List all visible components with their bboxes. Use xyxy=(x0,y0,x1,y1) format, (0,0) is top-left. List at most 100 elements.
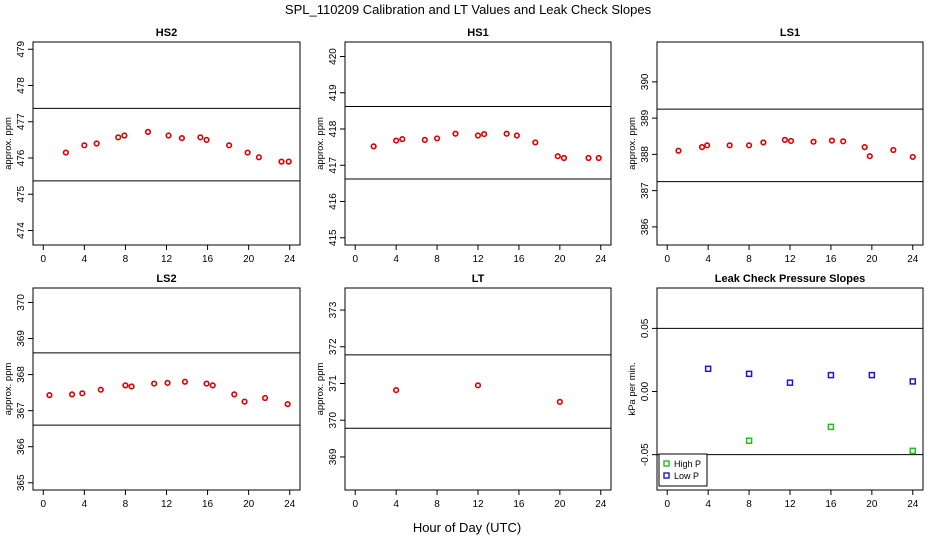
x-tick-label: 24 xyxy=(907,499,919,510)
data-point xyxy=(554,153,561,160)
x-tick-label: 8 xyxy=(434,254,440,265)
y-tick-label: 365 xyxy=(16,474,27,491)
data-point xyxy=(231,391,238,398)
y-tick-label: 369 xyxy=(328,448,339,465)
data-point xyxy=(203,136,210,143)
data-point xyxy=(503,130,510,137)
panel-title: LS2 xyxy=(156,273,176,285)
y-tick-label: 0.00 xyxy=(640,381,651,401)
data-point xyxy=(115,134,122,141)
x-tick-label: 8 xyxy=(746,499,752,510)
x-tick-label: 12 xyxy=(784,499,796,510)
panels: HS2 0 4 8 12 16 20 24 474 475 476 477 478 479 approx. … xyxy=(3,27,924,510)
x-tick-label: 8 xyxy=(434,499,440,510)
data-point xyxy=(513,132,520,139)
data-point xyxy=(144,128,152,135)
x-tick-label: 12 xyxy=(472,254,484,265)
data-point xyxy=(909,153,916,161)
y-tick-label: 369 xyxy=(16,330,27,347)
data-point-low-p xyxy=(745,370,753,378)
y-tick-label: 0.05 xyxy=(640,318,651,338)
figure-title: SPL_110209 Calibration and LT Values and… xyxy=(285,2,652,17)
data-point-high-p xyxy=(827,423,835,431)
y-axis-label: kPa per min. xyxy=(627,362,638,415)
data-point xyxy=(209,382,216,389)
data-point xyxy=(866,153,873,160)
data-point xyxy=(197,134,204,141)
data-point xyxy=(226,142,233,149)
y-tick-label: 416 xyxy=(328,193,339,210)
panel-title: HS2 xyxy=(156,27,177,39)
y-tick-label: 476 xyxy=(16,149,27,166)
data-point xyxy=(781,136,788,143)
data-point-low-p xyxy=(786,379,794,386)
data-point xyxy=(474,382,482,389)
x-tick-label: 12 xyxy=(784,254,796,265)
data-point xyxy=(81,142,88,149)
x-tick-label: 20 xyxy=(554,254,566,265)
chart-panel-2: HS1 0 4 8 12 16 20 24 415 416 417 418 419 420 approx. … xyxy=(315,27,612,265)
data-point xyxy=(560,154,568,162)
x-tick-label: 16 xyxy=(513,254,525,265)
x-tick-label: 0 xyxy=(40,499,46,510)
data-point xyxy=(97,386,104,393)
y-tick-label: 387 xyxy=(640,182,651,199)
y-tick-label: 474 xyxy=(16,222,27,239)
x-tick-label: 16 xyxy=(513,499,525,510)
x-tick-label: 0 xyxy=(352,254,358,265)
legend-label: High P xyxy=(674,459,701,469)
y-tick-label: 420 xyxy=(328,48,339,65)
data-point-low-p xyxy=(827,371,835,379)
x-tick-label: 8 xyxy=(123,499,129,510)
x-tick-label: 4 xyxy=(393,254,399,265)
data-point xyxy=(393,137,400,144)
y-axis-label: approx. ppm xyxy=(627,117,638,170)
x-tick-label: 24 xyxy=(284,254,296,265)
x-tick-label: 12 xyxy=(161,499,173,510)
y-tick-label: 415 xyxy=(328,229,339,246)
data-point xyxy=(151,380,158,387)
y-tick-label: 478 xyxy=(16,77,27,94)
legend-label: Low P xyxy=(674,471,699,481)
x-tick-label: 4 xyxy=(393,499,399,510)
data-point xyxy=(726,142,733,149)
x-tick-label: 20 xyxy=(243,499,255,510)
x-tick-label: 20 xyxy=(866,499,878,510)
x-tick-label: 0 xyxy=(40,254,46,265)
data-point-low-p xyxy=(704,365,712,373)
data-point xyxy=(278,158,285,165)
y-tick-label: 479 xyxy=(16,40,27,57)
data-point xyxy=(284,401,291,408)
data-point xyxy=(241,398,248,405)
y-tick-label: 390 xyxy=(640,73,651,90)
x-tick-label: 16 xyxy=(202,499,214,510)
y-tick-label: 366 xyxy=(16,438,27,455)
data-point xyxy=(745,142,753,149)
x-tick-label: 20 xyxy=(243,254,255,265)
data-point-low-p xyxy=(909,378,917,385)
x-tick-label: 24 xyxy=(284,499,296,510)
y-tick-label: 367 xyxy=(16,402,27,419)
chart-panel-5: LT 0 4 8 12 16 20 24 369 370 371 372 373 approx. ppm xyxy=(315,273,612,510)
data-point xyxy=(399,136,406,143)
data-point xyxy=(164,379,171,386)
data-point xyxy=(595,154,602,162)
legend-marker xyxy=(663,472,670,479)
y-tick-label: 370 xyxy=(328,411,339,428)
y-axis-label: approx. ppm xyxy=(315,363,326,416)
data-point xyxy=(46,392,53,399)
y-tick-label: 371 xyxy=(328,375,339,392)
data-point xyxy=(79,390,86,397)
data-point xyxy=(861,144,868,151)
data-point xyxy=(181,378,189,385)
data-point xyxy=(698,144,706,151)
data-point xyxy=(178,134,186,142)
data-point xyxy=(585,154,592,162)
data-point xyxy=(840,138,847,145)
y-axis-label: approx. ppm xyxy=(315,117,326,170)
y-tick-label: 372 xyxy=(328,338,339,355)
data-point-low-p xyxy=(868,371,876,379)
data-point xyxy=(704,142,711,149)
y-tick-label: 370 xyxy=(16,294,27,311)
chart-panel-6: Leak Check Pressure Slopes 0 4 8 12 16 20 24 -0.… xyxy=(627,273,924,510)
